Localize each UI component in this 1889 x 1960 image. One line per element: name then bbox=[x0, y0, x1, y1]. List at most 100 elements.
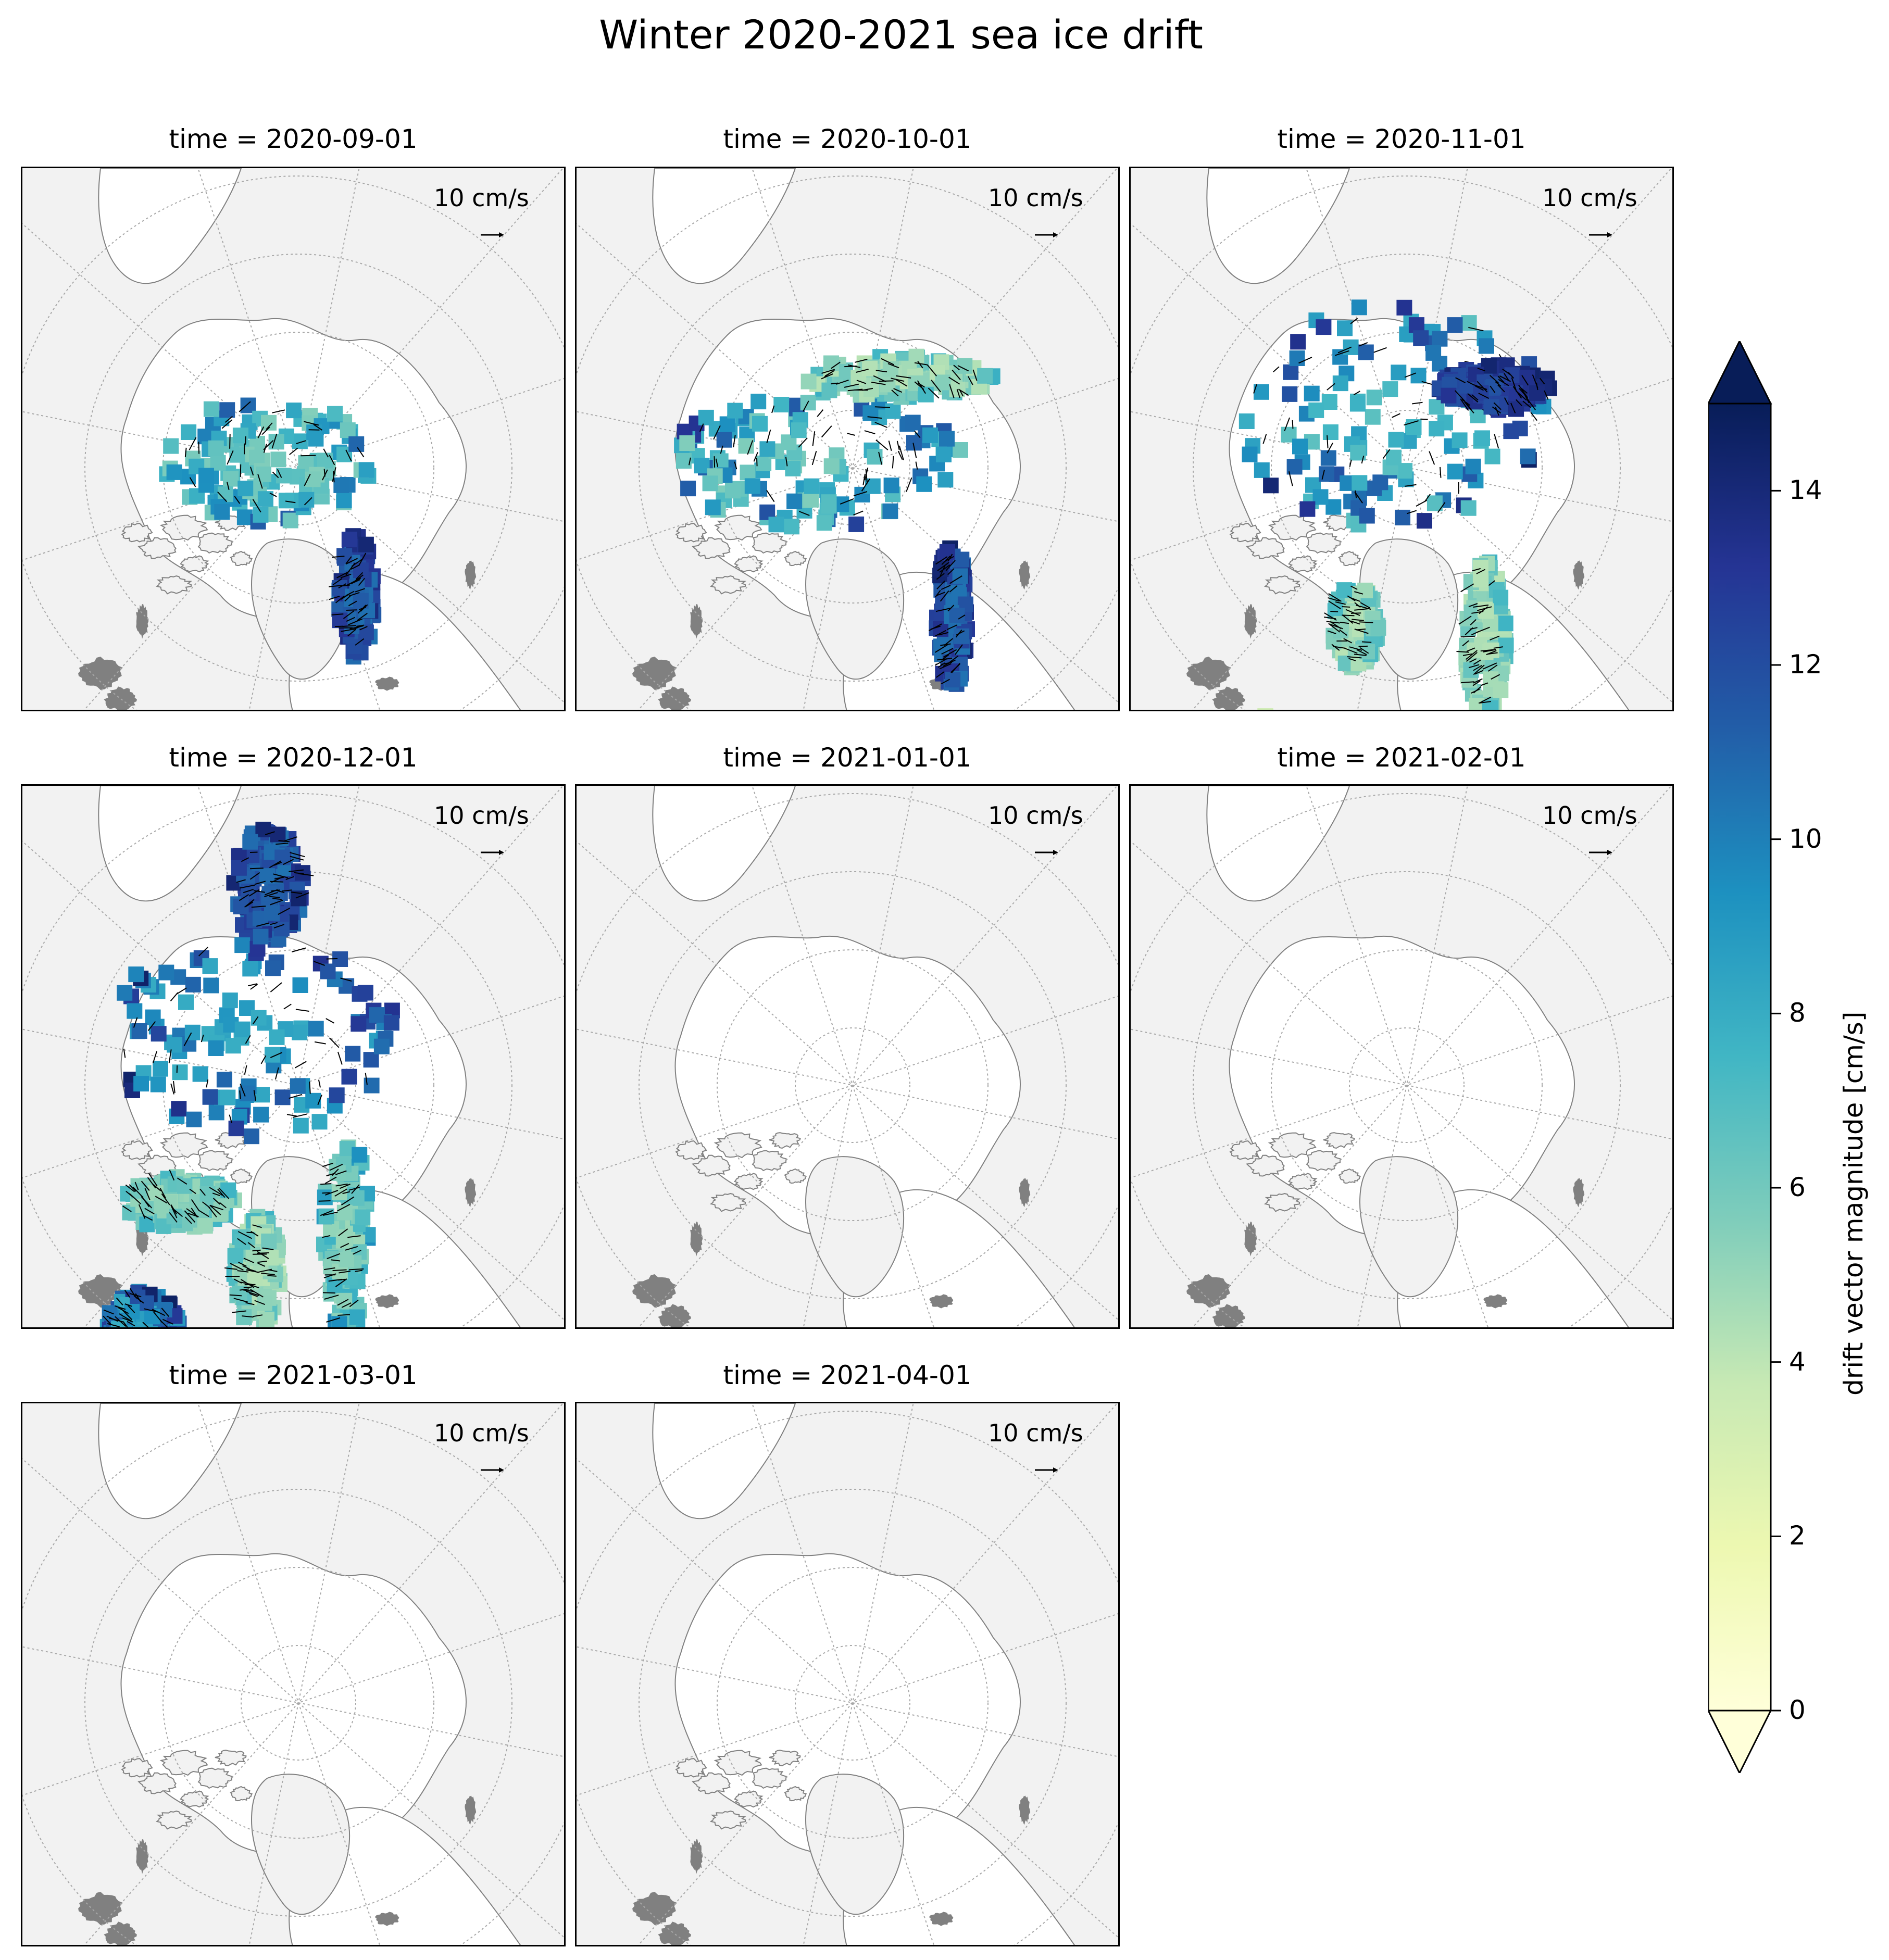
drift-arrow bbox=[1358, 645, 1368, 647]
drift-cell bbox=[167, 1037, 183, 1053]
drift-arrow bbox=[875, 439, 889, 450]
panel-title: time = 2020-09-01 bbox=[169, 124, 418, 154]
drift-cell bbox=[1263, 478, 1279, 494]
drift-arrow bbox=[896, 375, 911, 379]
drift-arrow bbox=[256, 1268, 272, 1273]
drift-cell bbox=[339, 1252, 355, 1268]
drift-arrow bbox=[941, 654, 949, 661]
drift-arrow bbox=[935, 608, 951, 612]
lake bbox=[78, 1274, 123, 1308]
drift-arrow bbox=[274, 876, 284, 880]
drift-arrow bbox=[265, 831, 275, 835]
drift-arrow bbox=[242, 1315, 254, 1318]
lake bbox=[78, 657, 123, 690]
drift-arrow bbox=[170, 992, 179, 1002]
drift-arrow bbox=[1490, 635, 1500, 640]
drift-arrow bbox=[1473, 686, 1482, 694]
drift-arrow bbox=[159, 1188, 166, 1199]
drift-arrow bbox=[938, 632, 949, 636]
drift-cell bbox=[286, 403, 302, 419]
drift-arrow bbox=[1345, 609, 1360, 616]
drift-arrow bbox=[322, 1292, 335, 1294]
drift-cell bbox=[161, 1326, 177, 1327]
drift-arrow bbox=[208, 1206, 217, 1217]
drift-cell bbox=[1410, 368, 1427, 384]
island bbox=[692, 1772, 731, 1794]
drift-arrow bbox=[956, 630, 965, 636]
drift-arrow bbox=[1469, 658, 1477, 663]
drift-arrow bbox=[1349, 646, 1362, 651]
drift-arrow bbox=[821, 369, 835, 374]
drift-cell bbox=[1388, 432, 1404, 448]
drift-cell bbox=[269, 1029, 285, 1045]
drift-arrow bbox=[189, 1188, 196, 1195]
drift-arrow bbox=[335, 1278, 347, 1287]
drift-cell bbox=[1519, 370, 1535, 385]
latitude-circle bbox=[241, 1645, 356, 1761]
drift-arrow bbox=[1539, 378, 1545, 385]
drift-arrow bbox=[934, 590, 941, 598]
drift-arrow bbox=[959, 389, 964, 397]
drift-arrow bbox=[930, 625, 941, 630]
drift-arrow bbox=[230, 1263, 244, 1271]
drift-arrow bbox=[715, 458, 719, 467]
quiver-key-arrow bbox=[1589, 232, 1612, 237]
drift-arrow bbox=[1350, 318, 1358, 324]
drift-arrow bbox=[115, 1316, 127, 1327]
drift-arrow bbox=[122, 1321, 129, 1327]
drift-arrow bbox=[189, 437, 197, 450]
island bbox=[1229, 1140, 1261, 1160]
drift-arrow bbox=[1404, 420, 1419, 426]
drift-arrow bbox=[320, 1210, 333, 1216]
drift-arrow bbox=[847, 388, 863, 392]
drift-arrow bbox=[935, 658, 948, 666]
drift-arrow bbox=[896, 379, 908, 387]
drift-cell bbox=[265, 960, 281, 976]
drift-cell bbox=[916, 476, 932, 492]
island bbox=[230, 550, 253, 567]
drift-arrow bbox=[257, 1260, 268, 1263]
colorbar-tick-label: 8 bbox=[1789, 998, 1806, 1028]
drift-cell bbox=[172, 1064, 188, 1080]
quiver-key-arrow bbox=[481, 1467, 504, 1473]
drift-cell bbox=[327, 406, 343, 422]
drift-arrow bbox=[273, 873, 289, 878]
drift-arrow bbox=[1478, 393, 1490, 399]
lake bbox=[690, 1839, 703, 1874]
drift-arrow bbox=[296, 440, 306, 444]
drift-arrow bbox=[1327, 383, 1335, 391]
drift-arrow bbox=[1461, 399, 1471, 406]
drift-arrow bbox=[355, 638, 365, 646]
drift-cell bbox=[725, 483, 741, 499]
drift-cell bbox=[261, 1233, 277, 1249]
latitude-circle bbox=[717, 1567, 989, 1839]
drift-cell bbox=[727, 403, 743, 419]
drift-cell bbox=[1441, 387, 1457, 404]
drift-arrow bbox=[249, 1293, 258, 1297]
drift-arrow bbox=[1327, 443, 1333, 454]
north-pacific bbox=[652, 786, 796, 902]
drift-arrow bbox=[237, 1231, 253, 1239]
drift-arrow bbox=[897, 450, 903, 460]
drift-arrow bbox=[144, 1188, 151, 1200]
quiver-key-label: 10 cm/s bbox=[434, 184, 529, 212]
drift-arrow bbox=[153, 1184, 161, 1191]
drift-arrow bbox=[914, 381, 924, 390]
drift-cell bbox=[1497, 615, 1513, 632]
drift-cell bbox=[199, 1186, 216, 1202]
north-pacific bbox=[98, 168, 242, 284]
drift-cell bbox=[138, 1295, 154, 1311]
drift-arrow bbox=[337, 1299, 349, 1306]
drift-cell bbox=[1320, 450, 1336, 466]
drift-arrow bbox=[892, 456, 894, 469]
map-svg bbox=[22, 1403, 564, 1945]
drift-cell bbox=[1366, 390, 1382, 406]
drift-cell bbox=[1483, 399, 1499, 415]
quiver-key-arrow bbox=[1035, 1467, 1058, 1473]
drift-arrow bbox=[1476, 569, 1486, 574]
latitude-circle bbox=[162, 1567, 434, 1839]
drift-arrow bbox=[257, 1251, 269, 1259]
lake bbox=[1483, 1294, 1508, 1309]
drift-arrow bbox=[1494, 434, 1499, 449]
basemap bbox=[1131, 786, 1672, 1327]
